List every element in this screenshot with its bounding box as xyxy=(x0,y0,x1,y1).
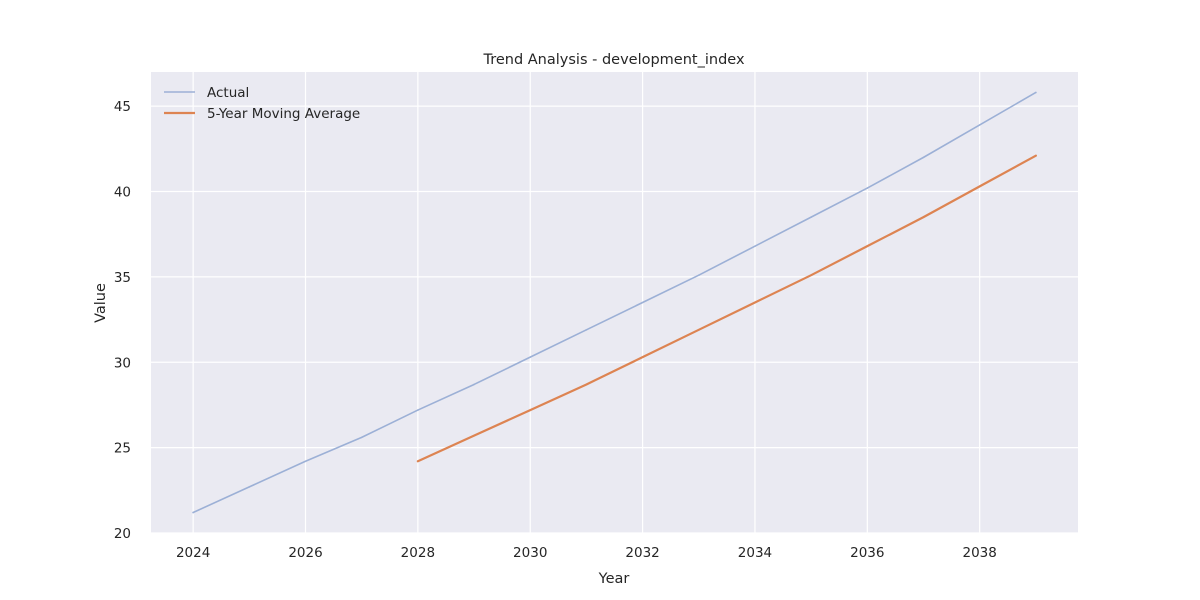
data-point xyxy=(978,124,981,126)
data-point xyxy=(585,329,588,331)
data-point xyxy=(810,274,812,276)
x-tick-label: 2030 xyxy=(513,545,547,561)
data-point xyxy=(192,511,194,514)
data-point xyxy=(866,187,869,189)
data-point xyxy=(754,301,756,304)
data-point xyxy=(697,274,700,276)
x-tick-label: 2032 xyxy=(625,545,659,561)
x-tick-label: 2038 xyxy=(963,545,997,561)
data-point xyxy=(529,356,532,358)
legend-label-actual: Actual xyxy=(207,85,249,101)
data-point xyxy=(922,156,925,159)
data-point xyxy=(1035,154,1037,157)
data-point xyxy=(248,486,251,488)
y-tick-label: 20 xyxy=(114,526,131,542)
x-tick-label: 2026 xyxy=(288,545,322,561)
x-tick-label: 2036 xyxy=(850,545,884,561)
data-point xyxy=(810,216,812,218)
data-point xyxy=(866,245,869,247)
data-point xyxy=(473,434,475,437)
data-point xyxy=(417,409,419,411)
y-tick-label: 40 xyxy=(114,185,131,201)
series-lines xyxy=(192,91,1037,514)
y-tick-label: 45 xyxy=(114,99,131,115)
y-tick-label: 25 xyxy=(114,441,131,457)
legend: Actual 5-Year Moving Average xyxy=(164,85,360,122)
data-point xyxy=(697,329,700,331)
data-point xyxy=(417,460,419,463)
data-point xyxy=(473,383,475,386)
data-point xyxy=(1035,91,1037,94)
data-point xyxy=(529,409,532,411)
y-tick-label: 30 xyxy=(114,355,131,371)
x-tick-label: 2024 xyxy=(176,545,210,561)
data-point xyxy=(641,301,644,304)
tick-labels: 2024 2026 2028 2030 2032 2034 2036 2038 20 25 30 35… xyxy=(114,99,997,561)
legend-label-moving-average: 5-Year Moving Average xyxy=(207,106,360,122)
y-axis-label: Value xyxy=(93,283,109,323)
data-point xyxy=(978,185,981,188)
data-point xyxy=(304,460,307,463)
series-line-0 xyxy=(192,91,1037,514)
data-point xyxy=(360,436,363,439)
chart-title: Trend Analysis - development_index xyxy=(482,52,744,68)
series-line-1 xyxy=(416,154,1037,463)
y-tick-label: 35 xyxy=(114,270,131,286)
x-tick-label: 2028 xyxy=(401,545,435,561)
data-point xyxy=(754,245,756,247)
data-point xyxy=(922,216,925,218)
data-point xyxy=(585,383,588,386)
x-axis-label: Year xyxy=(598,571,630,587)
x-tick-label: 2034 xyxy=(738,545,772,561)
plot-area xyxy=(151,72,1078,533)
data-point xyxy=(641,356,644,358)
